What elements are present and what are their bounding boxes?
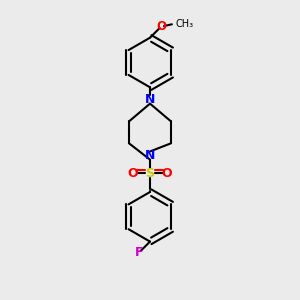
Text: O: O [128,167,138,179]
Text: O: O [156,20,166,33]
Text: F: F [135,246,143,259]
Text: O: O [162,167,172,179]
Text: N: N [145,93,155,106]
Text: CH₃: CH₃ [176,19,194,29]
Text: S: S [146,167,154,179]
Text: N: N [145,149,155,162]
